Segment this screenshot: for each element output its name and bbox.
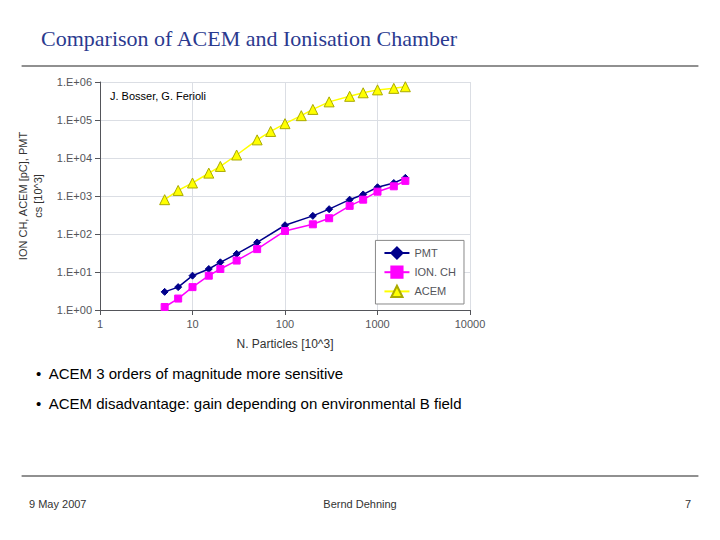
- svg-text:1: 1: [97, 318, 103, 330]
- svg-text:100: 100: [276, 318, 294, 330]
- svg-text:1.E+04: 1.E+04: [57, 152, 92, 164]
- svg-text:N. Particles [10^3]: N. Particles [10^3]: [236, 337, 333, 351]
- svg-text:ION. CH: ION. CH: [414, 266, 456, 278]
- svg-text:1.E+00: 1.E+00: [57, 304, 92, 316]
- svg-text:1.E+06: 1.E+06: [57, 76, 92, 88]
- svg-text:Bernd Dehning: Bernd Dehning: [323, 498, 396, 510]
- svg-text:9 May 2007: 9 May 2007: [29, 498, 86, 510]
- svg-text:ION CH, ACEM [pC], PMT: ION CH, ACEM [pC], PMT: [17, 132, 29, 261]
- svg-text:10000: 10000: [455, 318, 486, 330]
- svg-text:1.E+01: 1.E+01: [57, 266, 92, 278]
- svg-text:cs [10^3]: cs [10^3]: [32, 174, 44, 218]
- svg-text:• ACEM 3 orders of magnitude: • ACEM 3 orders of magnitude more sensit…: [36, 365, 343, 382]
- svg-text:7: 7: [685, 498, 691, 510]
- svg-text:Comparison of ACEM and Ionisat: Comparison of ACEM and Ionisation Chambe…: [41, 26, 458, 51]
- svg-text:1000: 1000: [365, 318, 389, 330]
- svg-text:1.E+03: 1.E+03: [57, 190, 92, 202]
- svg-text:10: 10: [186, 318, 198, 330]
- svg-text:J. Bosser, G. Ferioli: J. Bosser, G. Ferioli: [110, 90, 206, 102]
- svg-text:1.E+05: 1.E+05: [57, 114, 92, 126]
- svg-text:1.E+02: 1.E+02: [57, 228, 92, 240]
- svg-text:ACEM: ACEM: [414, 285, 446, 297]
- svg-text:PMT: PMT: [414, 247, 438, 259]
- svg-text:• ACEM disadvantage: gain dep: • ACEM disadvantage: gain depending on e…: [36, 395, 462, 412]
